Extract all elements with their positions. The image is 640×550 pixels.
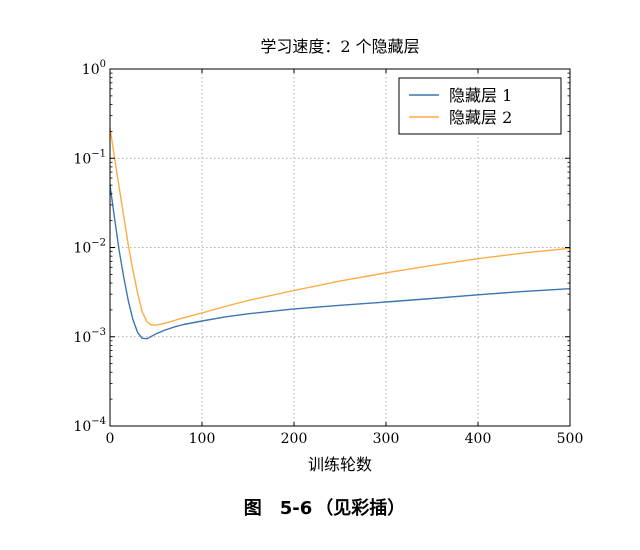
- y-tick-label: 100: [82, 59, 106, 78]
- y-tick-label: 10−3: [73, 327, 106, 346]
- y-tick-label: 10−1: [73, 148, 106, 167]
- x-tick-label: 100: [189, 431, 216, 447]
- x-tick-label: 0: [106, 431, 115, 447]
- series-layer: [109, 127, 571, 340]
- x-tick-label: 200: [281, 431, 308, 447]
- series-line-2: [109, 127, 571, 326]
- x-tick-label: 300: [373, 431, 400, 447]
- chart: 学习速度：2 个隐藏层 0 100 200 300 400 500 10−4 10−3 10−2…: [73, 37, 583, 474]
- y-tick-label: 10−4: [73, 416, 106, 435]
- grid-lines: [110, 69, 570, 426]
- figure-caption-label: 图: [243, 498, 262, 519]
- figure-caption-number: 5-6: [279, 498, 313, 519]
- figure-caption: 图 5-6 （见彩插）: [0, 494, 640, 524]
- series-line-1: [109, 185, 571, 340]
- legend-label-1: 隐藏层 1: [449, 86, 512, 105]
- legend-box: [398, 77, 562, 135]
- y-tick-label: 10−2: [73, 238, 106, 257]
- chart-title: 学习速度：2 个隐藏层: [260, 37, 419, 56]
- axis-ticks: 0 100 200 300 400 500 10−4 10−3 10−2 10−1 100: [73, 59, 583, 447]
- figure-caption-note: （见彩插）: [315, 498, 406, 519]
- x-tick-label: 400: [465, 431, 492, 447]
- x-axis-label: 训练轮数: [308, 455, 372, 474]
- legend-label-2: 隐藏层 2: [449, 108, 512, 127]
- x-tick-label: 500: [557, 431, 584, 447]
- legend: 隐藏层 1 隐藏层 2: [398, 77, 562, 135]
